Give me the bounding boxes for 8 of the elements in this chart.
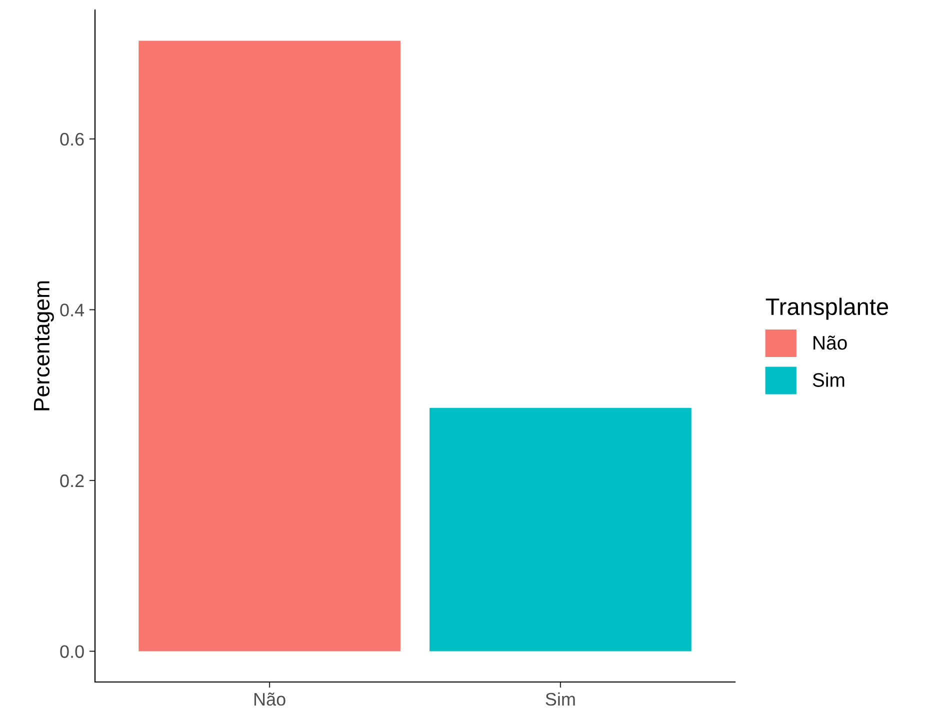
y-tick-label: 0.0 xyxy=(60,645,84,658)
y-tick-label: 0.4 xyxy=(60,304,84,316)
legend-title: Transplante xyxy=(766,298,888,320)
y-tick-label: 0.2 xyxy=(60,474,84,488)
legend-label: Sim xyxy=(812,372,844,387)
legend-label: Não xyxy=(814,336,847,350)
y-axis-title: Percentagem xyxy=(34,281,54,410)
y-tick-label: 0.6 xyxy=(60,132,84,146)
